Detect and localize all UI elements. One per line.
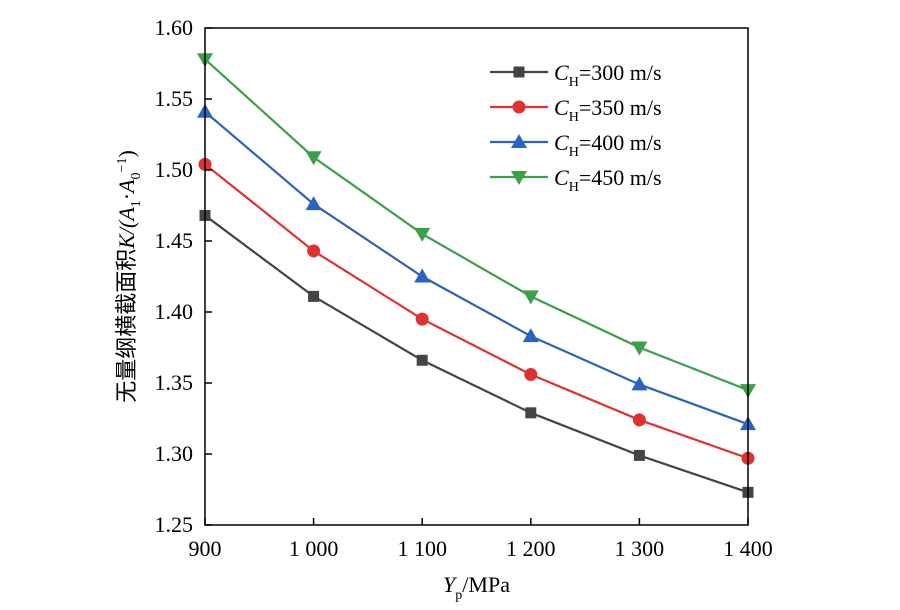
series-3 [197, 103, 756, 431]
y-tick-label: 1.35 [155, 370, 194, 395]
y-tick-label: 1.30 [155, 441, 194, 466]
square-marker [513, 66, 525, 78]
y-axis-title-a1: A [114, 207, 139, 223]
legend-item: CH=300 m/s [490, 60, 662, 90]
y-axis-title: 无量纲横截面积K/(A1·A0−1) [114, 150, 144, 403]
legend-label-sub: H [569, 110, 579, 125]
square-marker [416, 354, 428, 366]
legend-label-sub: H [569, 180, 579, 195]
x-tick-label: 1 200 [506, 536, 556, 561]
y-axis-title-k: K/( [114, 219, 139, 250]
legend-label: CH=300 m/s [554, 60, 662, 90]
triangle-up-marker [305, 196, 322, 211]
ticks-layer: 900 1 000 1 100 1 200 1 300 1 400 1.25 1.30 1.35… [155, 15, 773, 561]
x-axis-title-main: Y [443, 572, 458, 597]
x-tick-label: 1 000 [289, 536, 339, 561]
legend-label-main: C [554, 130, 569, 155]
legend: CH=300 m/sCH=350 m/sCH=400 m/sCH=450 m/s [490, 60, 662, 195]
series-2 [198, 157, 755, 465]
legend-label-sub: H [569, 145, 579, 160]
series-layer [197, 53, 756, 498]
series-line [204, 163, 749, 460]
legend-item: CH=350 m/s [490, 95, 662, 125]
square-marker [525, 407, 537, 419]
series-line [204, 58, 749, 392]
y-axis-title-a0: A [114, 179, 139, 195]
y-tick-label: 1.50 [155, 157, 194, 182]
x-axis-title: Yp/MPa [443, 572, 510, 603]
plot-frame [204, 27, 749, 526]
legend-label-sub: H [569, 75, 579, 90]
triangle-down-marker [511, 171, 527, 185]
legend-label-rest: =300 m/s [579, 60, 662, 85]
x-tick-label: 1 400 [723, 536, 773, 561]
circle-marker [512, 100, 526, 114]
x-axis-title-sub: p [455, 588, 462, 603]
triangle-up-marker [414, 268, 431, 283]
y-tick-label: 1.40 [155, 299, 194, 324]
legend-item: CH=400 m/s [490, 130, 662, 160]
legend-label-rest: =450 m/s [579, 165, 662, 190]
x-axis-title-unit: /MPa [462, 572, 510, 597]
x-tick-label: 900 [189, 536, 222, 561]
y-axis-title-sup: −1 [115, 158, 130, 173]
triangle-down-marker [305, 151, 322, 166]
triangle-down-marker [522, 290, 539, 305]
triangle-down-marker [414, 227, 431, 242]
y-axis-title-sub0: 0 [129, 172, 144, 179]
y-axis-title-sub1: 1 [129, 200, 144, 207]
square-marker [633, 449, 645, 461]
series-4 [197, 53, 756, 399]
y-tick-label: 1.60 [155, 15, 194, 40]
triangle-up-marker [522, 328, 539, 343]
y-axis-title-close: ) [114, 150, 139, 157]
x-tick-label: 1 100 [397, 536, 447, 561]
square-marker [308, 290, 320, 302]
circle-marker [415, 312, 429, 326]
series-line [204, 214, 749, 494]
triangle-up-marker [511, 134, 527, 148]
series-1 [199, 209, 754, 498]
legend-label-main: C [554, 95, 569, 120]
legend-label-rest: =350 m/s [579, 95, 662, 120]
y-tick-label: 1.55 [155, 86, 194, 111]
y-axis-title-dot: · [114, 193, 139, 200]
legend-label-main: C [554, 165, 569, 190]
triangle-up-marker [631, 376, 648, 391]
triangle-down-marker [631, 341, 648, 356]
circle-marker [632, 413, 646, 427]
legend-label-main: C [554, 60, 569, 85]
legend-label: CH=450 m/s [554, 165, 662, 195]
legend-label: CH=350 m/s [554, 95, 662, 125]
series-line [204, 110, 749, 426]
legend-label: CH=400 m/s [554, 130, 662, 160]
circle-marker [307, 244, 321, 258]
y-tick-label: 1.25 [155, 512, 194, 537]
y-tick-label: 1.45 [155, 228, 194, 253]
y-axis-title-main: 无量纲横截面积 [114, 249, 139, 403]
legend-item: CH=450 m/s [490, 165, 662, 195]
legend-label-rest: =400 m/s [579, 130, 662, 155]
circle-marker [524, 367, 538, 381]
x-tick-label: 1 300 [615, 536, 665, 561]
